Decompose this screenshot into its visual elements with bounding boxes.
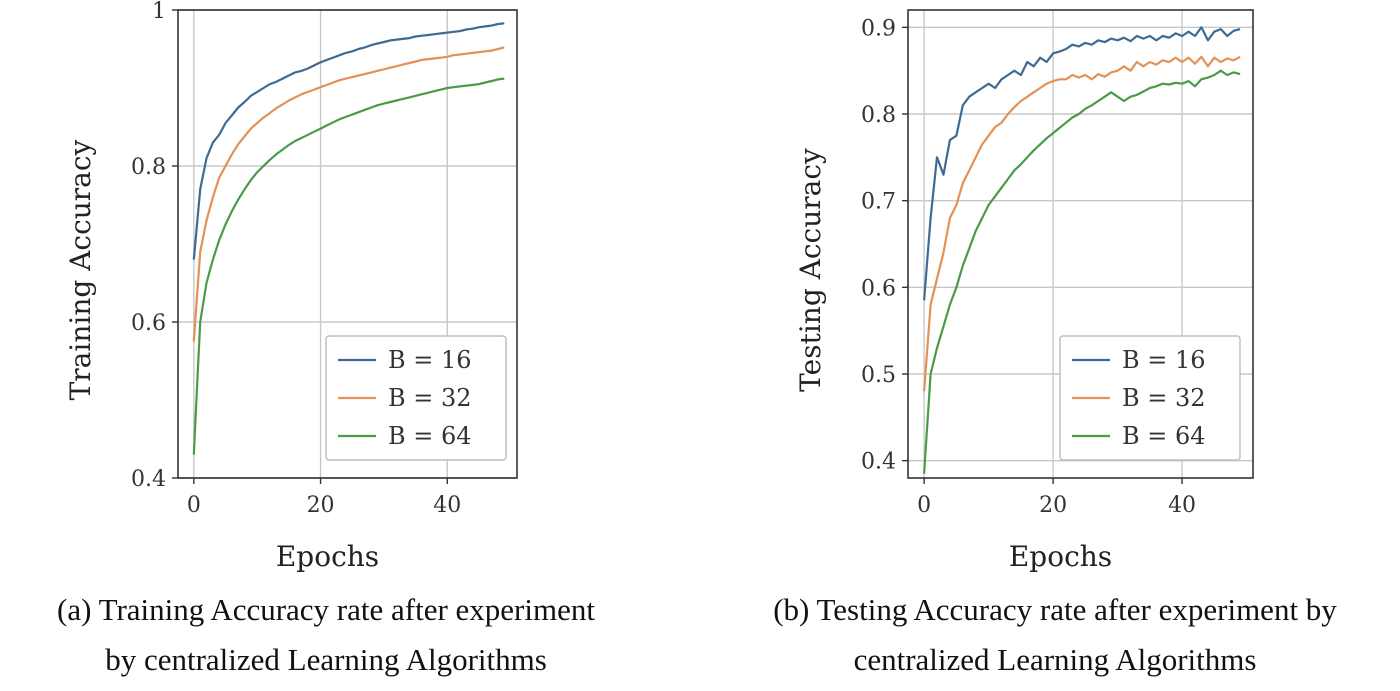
y-tick-label: 0.8: [131, 155, 166, 180]
y-tick-label: 0.7: [861, 190, 896, 215]
caption-line-2: by centralized Learning Algorithms: [105, 642, 547, 677]
plot-frame: [177, 9, 518, 479]
plot-frame: [907, 9, 1254, 479]
series-line-b32: [923, 55, 1241, 392]
x-axis-label: Epochs: [1009, 540, 1112, 573]
series-line-b64: [923, 69, 1241, 474]
x-tick-label: 40: [1168, 493, 1196, 518]
y-tick-label: 0.6: [131, 311, 166, 336]
series-line-b16: [192, 22, 505, 260]
caption-line-1: (b) Testing Accuracy rate after experime…: [773, 592, 1337, 627]
caption-line-2: centralized Learning Algorithms: [854, 642, 1257, 677]
series-line-b64: [192, 77, 505, 455]
y-tick-label: 0.4: [131, 467, 166, 492]
legend-box: [1059, 335, 1241, 461]
training-accuracy-chart: 0 20 40 0.4 0.6 0.8 1 Training Accuracy Epochs B …: [57, 0, 595, 677]
series-line-b16: [923, 26, 1241, 301]
legend-label: B = 16: [388, 346, 472, 374]
y-axis-label: Training Accuracy: [64, 139, 97, 400]
x-tick-label: 0: [187, 493, 201, 518]
y-tick-label: 0.6: [861, 276, 896, 301]
x-tick-label: 20: [1039, 493, 1067, 518]
testing-accuracy-chart: 0 20 40 0.4 0.5 0.6 0.7 0.8 0.9 Testing Accuracy E…: [773, 9, 1337, 677]
series-line-b32: [192, 46, 505, 342]
y-tick-label: 0.5: [861, 363, 896, 388]
legend-label: B = 32: [388, 384, 472, 412]
legend-box: [325, 335, 507, 461]
x-tick-label: 20: [307, 493, 335, 518]
y-axis-label: Testing Accuracy: [794, 148, 827, 392]
x-axis-label: Epochs: [276, 540, 379, 573]
legend-label: B = 16: [1122, 346, 1206, 374]
y-tick-label: 0.4: [861, 450, 896, 475]
x-tick-label: 0: [917, 493, 931, 518]
x-tick-label: 40: [433, 493, 461, 518]
y-tick-label: 0.8: [861, 103, 896, 128]
y-tick-label: 1: [152, 0, 166, 24]
legend: B = 16 B = 32 B = 64: [325, 335, 507, 461]
legend-label: B = 64: [1122, 422, 1206, 450]
caption-line-1: (a) Training Accuracy rate after experim…: [57, 592, 595, 627]
legend-label: B = 32: [1122, 384, 1206, 412]
legend: B = 16 B = 32 B = 64: [1059, 335, 1241, 461]
legend-label: B = 64: [388, 422, 472, 450]
y-tick-label: 0.9: [861, 16, 896, 41]
